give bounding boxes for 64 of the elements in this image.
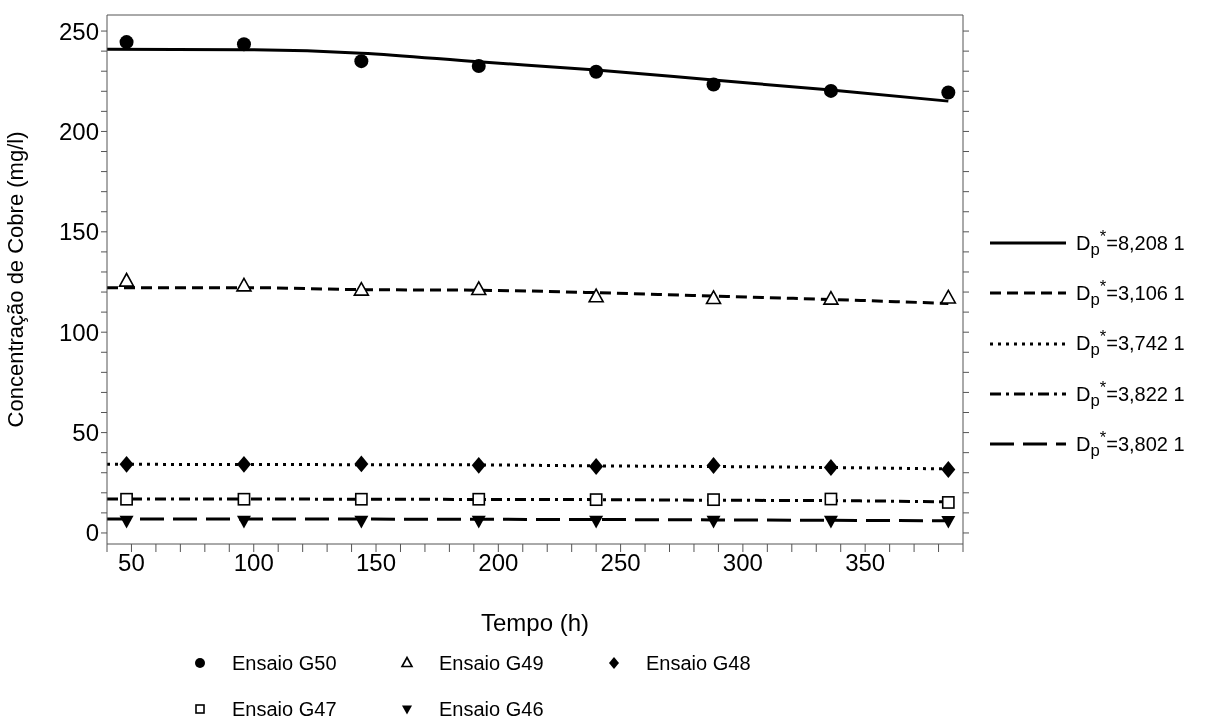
point: [589, 493, 603, 507]
legend-label: Ensaio G46: [439, 697, 544, 721]
y-axis-title: Concentração de Cobre (mg/l): [2, 131, 28, 428]
legend-label: D$_{p}$$^{*}$=3,802 1: [1076, 427, 1185, 461]
point: [471, 515, 486, 529]
point: [354, 492, 368, 506]
point: [940, 289, 957, 304]
point: [471, 58, 486, 73]
legend-label: Ensaio G49: [439, 651, 544, 675]
point: [589, 64, 604, 79]
point: [119, 515, 134, 529]
legend-label: D$_{p}$$^{*}$=3,742 1: [1076, 327, 1185, 360]
point: [470, 281, 487, 296]
point: [706, 457, 721, 474]
x-tick-label: 300: [722, 549, 763, 577]
x-axis-title: Tempo (h): [480, 609, 590, 636]
legend-label: Ensaio G50: [232, 651, 337, 675]
x-tick-label: 100: [233, 549, 274, 577]
x-tick-label: 350: [845, 549, 886, 577]
point: [941, 496, 955, 509]
x-tick-label: 50: [118, 549, 145, 577]
point: [706, 515, 721, 529]
point: [236, 277, 252, 292]
point: [589, 458, 604, 475]
x-tick-label: 150: [356, 549, 397, 577]
point: [236, 455, 251, 473]
point: [236, 515, 251, 529]
point: [354, 515, 369, 529]
point: [941, 516, 956, 529]
point: [705, 290, 722, 305]
point: [706, 77, 721, 92]
point: [118, 272, 135, 287]
point: [354, 54, 369, 69]
legend-label: Ensaio G47: [232, 697, 337, 721]
point: [119, 35, 134, 50]
y-tick-label: 0: [85, 519, 99, 547]
y-tick-label: 250: [58, 17, 99, 45]
y-tick-label: 200: [58, 117, 99, 145]
y-tick-label: 50: [72, 419, 99, 447]
legend-label: Ensaio G48: [646, 651, 751, 675]
point: [119, 455, 134, 473]
point: [941, 461, 956, 478]
point: [588, 288, 604, 303]
point: [823, 290, 839, 305]
y-tick-label: 100: [58, 318, 99, 346]
point: [472, 492, 486, 506]
point: [941, 85, 956, 100]
y-tick-label: 150: [58, 218, 99, 246]
point: [589, 515, 604, 529]
point: [471, 456, 486, 474]
x-tick-label: 200: [478, 549, 519, 577]
point: [354, 455, 369, 473]
point: [707, 493, 720, 507]
x-tick-label: 250: [600, 549, 641, 577]
legend-label: D$_{p}$$^{*}$=3,822 1: [1076, 377, 1185, 411]
point: [823, 515, 838, 529]
point: [823, 83, 838, 98]
legend-label: D$_{p}$$^{*}$=8,208 1: [1076, 226, 1185, 260]
point: [237, 492, 251, 506]
point: [353, 281, 370, 296]
legend-label: D$_{p}$$^{*}$=3,106 1: [1076, 277, 1185, 310]
point: [120, 492, 133, 506]
point: [823, 459, 838, 476]
point: [236, 37, 251, 52]
